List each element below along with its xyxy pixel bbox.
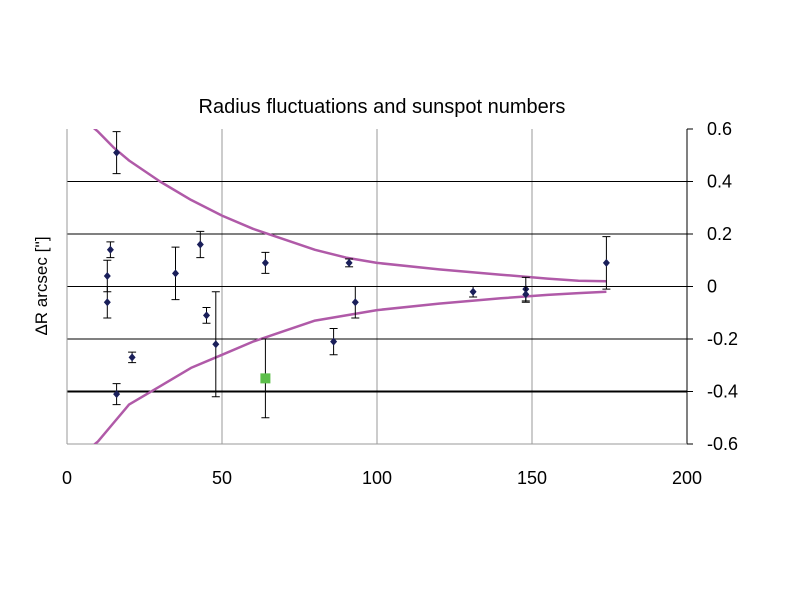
- diamond-marker: [330, 337, 338, 346]
- diamond-marker: [351, 298, 359, 307]
- diamond-marker: [602, 258, 610, 267]
- data-point: [196, 230, 205, 259]
- gridlines: [67, 129, 687, 444]
- y-tick-label: 0.2: [707, 224, 732, 244]
- data-point: [351, 286, 360, 319]
- data-point: [345, 258, 354, 268]
- data-point: [128, 351, 137, 364]
- diamond-marker: [103, 298, 111, 307]
- diamond-marker: [345, 258, 353, 267]
- axes: [66, 128, 693, 445]
- data-points: [103, 131, 611, 419]
- y-tick-label: 0: [707, 277, 717, 297]
- diamond-marker: [128, 353, 136, 362]
- x-tick-label: 100: [362, 468, 392, 488]
- x-tick-label: 200: [672, 468, 702, 488]
- data-point: [106, 241, 115, 259]
- x-tick-labels: 0 50 100 150 200: [62, 468, 702, 488]
- data-point: [469, 286, 478, 298]
- y-tick-label: 0.6: [707, 119, 732, 139]
- envelope-curve-upper: [92, 129, 607, 283]
- y-tick-label: -0.2: [707, 329, 738, 349]
- data-point: [112, 383, 121, 406]
- envelope-curves: [92, 129, 607, 444]
- data-point: [260, 338, 271, 419]
- diamond-marker: [172, 269, 179, 278]
- data-point: [202, 307, 211, 324]
- diamond-marker: [469, 287, 477, 296]
- diamond-marker: [196, 240, 204, 249]
- diamond-marker: [261, 258, 269, 267]
- data-point: [112, 131, 121, 175]
- y-tick-label: 0.4: [707, 172, 732, 192]
- x-tick-label: 150: [517, 468, 547, 488]
- data-point: [171, 246, 180, 301]
- diamond-marker: [212, 340, 220, 349]
- data-point: [602, 236, 611, 290]
- envelope-curve-lower: [93, 290, 607, 444]
- y-tick-label: -0.4: [707, 382, 738, 402]
- x-tick-label: 0: [62, 468, 72, 488]
- data-point: [521, 286, 530, 303]
- diamond-marker: [103, 272, 111, 280]
- diamond-marker: [522, 290, 530, 299]
- chart-title: Radius fluctuations and sunspot numbers: [199, 96, 566, 118]
- diamond-marker: [203, 311, 210, 320]
- y-tick-labels: 0.6 0.4 0.2 0 -0.2 -0.4 -0.6: [707, 119, 738, 454]
- x-tick-label: 50: [212, 468, 232, 488]
- data-point: [211, 291, 220, 398]
- data-point: [261, 251, 270, 274]
- diamond-marker: [106, 245, 114, 254]
- data-point: [329, 328, 338, 356]
- data-point: [103, 259, 112, 293]
- diamond-marker: [113, 148, 121, 157]
- square-marker: [260, 373, 271, 384]
- y-axis-label: ΔR arcsec ['']: [32, 236, 51, 335]
- y-tick-label: -0.6: [707, 434, 738, 454]
- diamond-marker: [113, 390, 121, 399]
